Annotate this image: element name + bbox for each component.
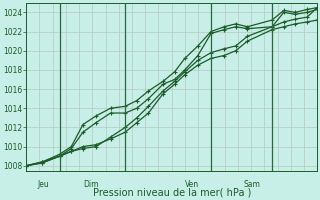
Text: Jeu: Jeu xyxy=(38,180,50,189)
Text: Sam: Sam xyxy=(243,180,260,189)
X-axis label: Pression niveau de la mer( hPa ): Pression niveau de la mer( hPa ) xyxy=(92,187,251,197)
Text: Ven: Ven xyxy=(185,180,199,189)
Text: Dim: Dim xyxy=(83,180,99,189)
